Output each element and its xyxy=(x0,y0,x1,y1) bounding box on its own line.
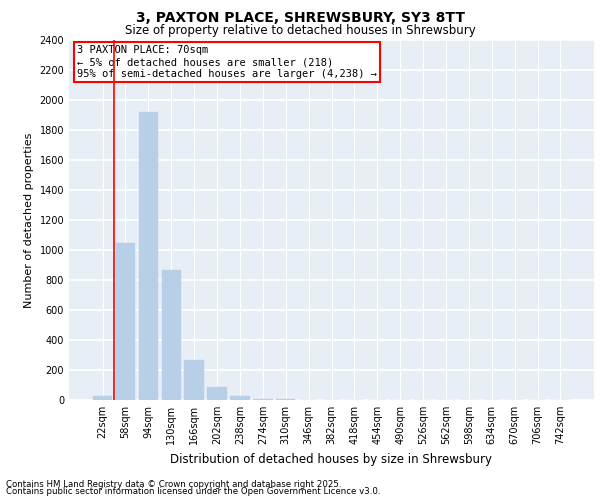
Bar xyxy=(208,386,227,400)
Bar xyxy=(184,360,204,400)
Bar xyxy=(139,112,158,400)
Bar xyxy=(161,270,181,400)
Bar xyxy=(93,396,112,400)
Text: Contains public sector information licensed under the Open Government Licence v3: Contains public sector information licen… xyxy=(6,488,380,496)
Text: Contains HM Land Registry data © Crown copyright and database right 2025.: Contains HM Land Registry data © Crown c… xyxy=(6,480,341,489)
X-axis label: Distribution of detached houses by size in Shrewsbury: Distribution of detached houses by size … xyxy=(170,452,493,466)
Text: 3, PAXTON PLACE, SHREWSBURY, SY3 8TT: 3, PAXTON PLACE, SHREWSBURY, SY3 8TT xyxy=(136,11,464,25)
Bar xyxy=(116,242,135,400)
Text: 3 PAXTON PLACE: 70sqm
← 5% of detached houses are smaller (218)
95% of semi-deta: 3 PAXTON PLACE: 70sqm ← 5% of detached h… xyxy=(77,46,377,78)
Bar xyxy=(230,396,250,400)
Bar xyxy=(276,399,295,400)
Text: Size of property relative to detached houses in Shrewsbury: Size of property relative to detached ho… xyxy=(125,24,475,37)
Bar xyxy=(253,398,272,400)
Y-axis label: Number of detached properties: Number of detached properties xyxy=(24,132,34,308)
